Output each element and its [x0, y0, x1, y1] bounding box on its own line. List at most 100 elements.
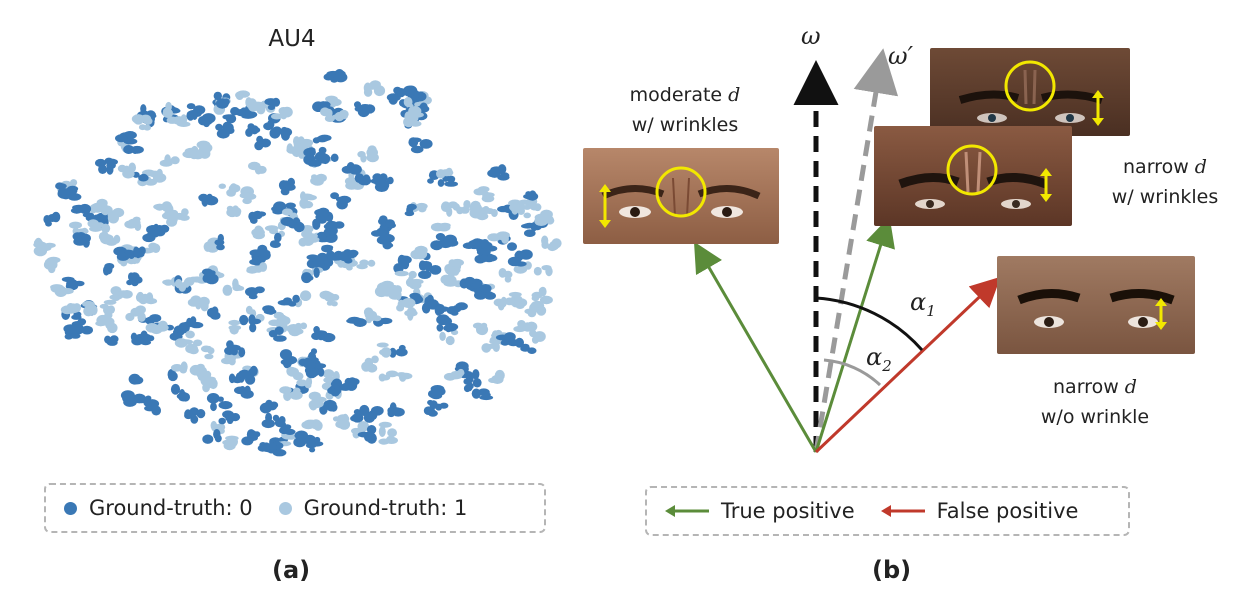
alpha2-subscript: 2	[882, 356, 892, 375]
scatter-point	[462, 242, 476, 249]
scatter-point	[225, 114, 237, 124]
omega-label: ω	[801, 22, 821, 50]
scatter-point	[313, 363, 327, 369]
scatter-point	[60, 287, 68, 296]
scatter-point	[272, 126, 282, 133]
scatter-point	[251, 101, 265, 107]
scatter-point	[226, 207, 239, 218]
scatter-point	[539, 295, 553, 305]
scatter-point	[313, 326, 320, 334]
scatter-point	[489, 338, 502, 345]
scatter-point	[509, 203, 520, 212]
scatter-point	[334, 72, 348, 83]
scatter-point	[202, 274, 211, 283]
scatter-point	[321, 244, 334, 250]
scatter-point	[162, 108, 174, 118]
false-positive-vector	[814, 276, 1001, 454]
scatter-point	[131, 376, 144, 385]
scatter-point	[103, 317, 115, 327]
scatter-point	[259, 262, 268, 272]
scatter-point	[227, 417, 234, 424]
scatter-point	[147, 335, 155, 342]
scatter-point	[387, 428, 397, 438]
scatter-point	[435, 403, 443, 411]
scatter-point	[508, 291, 522, 298]
scatter-point	[441, 317, 453, 326]
face-right-mid-line2: w/ wrinkles	[1111, 186, 1219, 208]
scatter-point	[202, 119, 211, 128]
panel-b-caption: (b)	[872, 556, 912, 584]
scatter-point	[440, 274, 452, 285]
scatter-point	[90, 203, 100, 213]
scatter-point	[300, 322, 308, 330]
scatter-point	[259, 402, 272, 414]
scatter-point	[235, 91, 243, 99]
scatter-point	[352, 430, 360, 439]
scatter-point	[143, 117, 153, 125]
scatter-point	[104, 263, 115, 270]
scatter-point	[523, 212, 531, 219]
scatter-point	[413, 279, 421, 290]
scatter-point	[277, 299, 291, 306]
scatter-point	[103, 299, 117, 305]
scatter-point	[378, 317, 393, 325]
scatter-point	[216, 128, 230, 139]
scatter-point	[105, 158, 118, 166]
scatter-point	[107, 212, 119, 224]
panel-a-legend: Ground-truth: 0 Ground-truth: 1	[44, 483, 546, 533]
scatter-point	[447, 175, 456, 183]
scatter-point	[350, 415, 358, 422]
scatter-point	[249, 365, 258, 377]
scatter-point	[142, 233, 156, 243]
scatter-point	[473, 188, 486, 196]
scatter-point	[380, 422, 387, 429]
scatter-point	[143, 124, 151, 131]
scatter-point	[118, 251, 127, 258]
scatter-point	[131, 114, 146, 124]
scatter-point	[334, 111, 345, 122]
scatter-point	[279, 127, 293, 137]
scatter-point	[282, 182, 293, 188]
scatter-point	[125, 312, 135, 322]
scatter-point	[246, 267, 258, 274]
scatter-point	[50, 284, 61, 293]
scatter-point	[353, 409, 361, 415]
scatter-point	[173, 325, 187, 335]
scatter-point	[379, 215, 388, 223]
scatter-point	[500, 339, 510, 346]
face-right-low-label: narrow d w/o wrinkle	[1010, 372, 1180, 432]
scatter-point	[288, 301, 297, 307]
scatter-point	[396, 372, 407, 378]
scatter-point	[69, 221, 82, 229]
scatter-point	[363, 307, 374, 317]
scatter-point	[309, 447, 316, 453]
scatter-point	[452, 261, 461, 267]
scatter-point	[364, 434, 373, 442]
scatter-point	[476, 324, 489, 336]
scatter-point	[545, 266, 553, 277]
scatter-point	[162, 279, 175, 285]
scatter-point	[105, 237, 118, 246]
scatter-point	[254, 141, 264, 151]
scatter-point	[376, 342, 389, 348]
scatter-point	[513, 325, 527, 333]
face-right-low-line1: narrow d	[1053, 376, 1137, 398]
scatter-point	[491, 374, 504, 384]
scatter-point	[366, 425, 377, 435]
scatter-point	[131, 336, 144, 346]
scatter-point	[463, 384, 471, 393]
scatter-point	[378, 373, 386, 382]
scatter-point	[481, 343, 492, 353]
scatter-point	[249, 259, 261, 265]
scatter-point	[317, 367, 325, 377]
scatter-point	[262, 305, 275, 313]
scatter-point	[224, 346, 236, 355]
scatter-point	[472, 378, 482, 388]
scatter-point	[128, 162, 136, 173]
scatter-point	[279, 426, 290, 435]
scatter-point	[218, 417, 226, 425]
scatter-point	[470, 200, 481, 210]
scatter-point	[100, 236, 109, 243]
scatter-point	[279, 349, 293, 360]
omega-prime-vector	[813, 48, 899, 453]
